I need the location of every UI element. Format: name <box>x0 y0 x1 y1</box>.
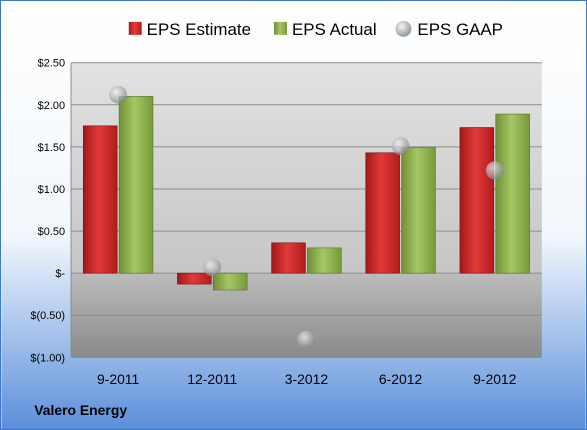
eps-actual-bar <box>401 147 436 274</box>
eps-estimate-bar <box>459 127 495 274</box>
legend-label-eps-actual: EPS Actual <box>292 20 377 39</box>
bars <box>82 96 530 291</box>
y-tick-label: $0.50 <box>38 226 65 238</box>
x-category-label: 9-2012 <box>473 371 517 387</box>
company-name: Valero Energy <box>34 402 127 418</box>
eps-actual-bar <box>495 113 530 274</box>
eps-actual-bar <box>118 96 154 274</box>
x-category-label: 6-2012 <box>379 371 423 387</box>
y-axis-ticks: $2.50 $2.00 $1.50 $1.00 $0.50 $- $(0.50) $(1.00… <box>30 58 65 365</box>
x-axis-categories: 9-2011 12-2011 3-2012 6-2012 9-2012 <box>97 371 517 387</box>
y-tick-label: $1.00 <box>38 184 65 196</box>
eps-estimate-bar <box>82 125 118 274</box>
eps-estimate-bar <box>365 152 400 274</box>
legend: EPS Estimate EPS Actual EPS GAAP <box>128 20 503 39</box>
x-category-label: 12-2011 <box>187 371 237 387</box>
eps-gaap-marker <box>485 161 504 180</box>
eps-actual-bar <box>212 272 248 291</box>
eps-gaap-marker <box>203 258 222 277</box>
y-tick-label: $- <box>55 268 65 280</box>
legend-swatch-eps-actual <box>274 21 288 35</box>
eps-estimate-bar <box>271 242 306 274</box>
legend-marker-eps-gaap <box>395 20 412 37</box>
y-tick-label: $(1.00) <box>30 352 65 364</box>
eps-actual-bar <box>307 247 342 274</box>
x-category-label: 9-2011 <box>97 371 140 387</box>
y-tick-label: $2.50 <box>38 58 65 70</box>
x-category-label: 3-2012 <box>285 371 329 387</box>
eps-gaap-marker <box>297 330 316 349</box>
y-tick-label: $2.00 <box>38 100 65 112</box>
eps-gaap-marker <box>109 85 128 104</box>
y-tick-label: $1.50 <box>38 142 65 154</box>
legend-label-eps-estimate: EPS Estimate <box>147 20 251 39</box>
legend-swatch-eps-estimate <box>128 21 142 35</box>
y-tick-label: $(0.50) <box>30 310 65 322</box>
gaap-markers <box>109 85 504 349</box>
eps-estimate-bar <box>177 272 212 285</box>
legend-label-eps-gaap: EPS GAAP <box>417 20 503 39</box>
eps-gaap-marker <box>391 137 410 156</box>
